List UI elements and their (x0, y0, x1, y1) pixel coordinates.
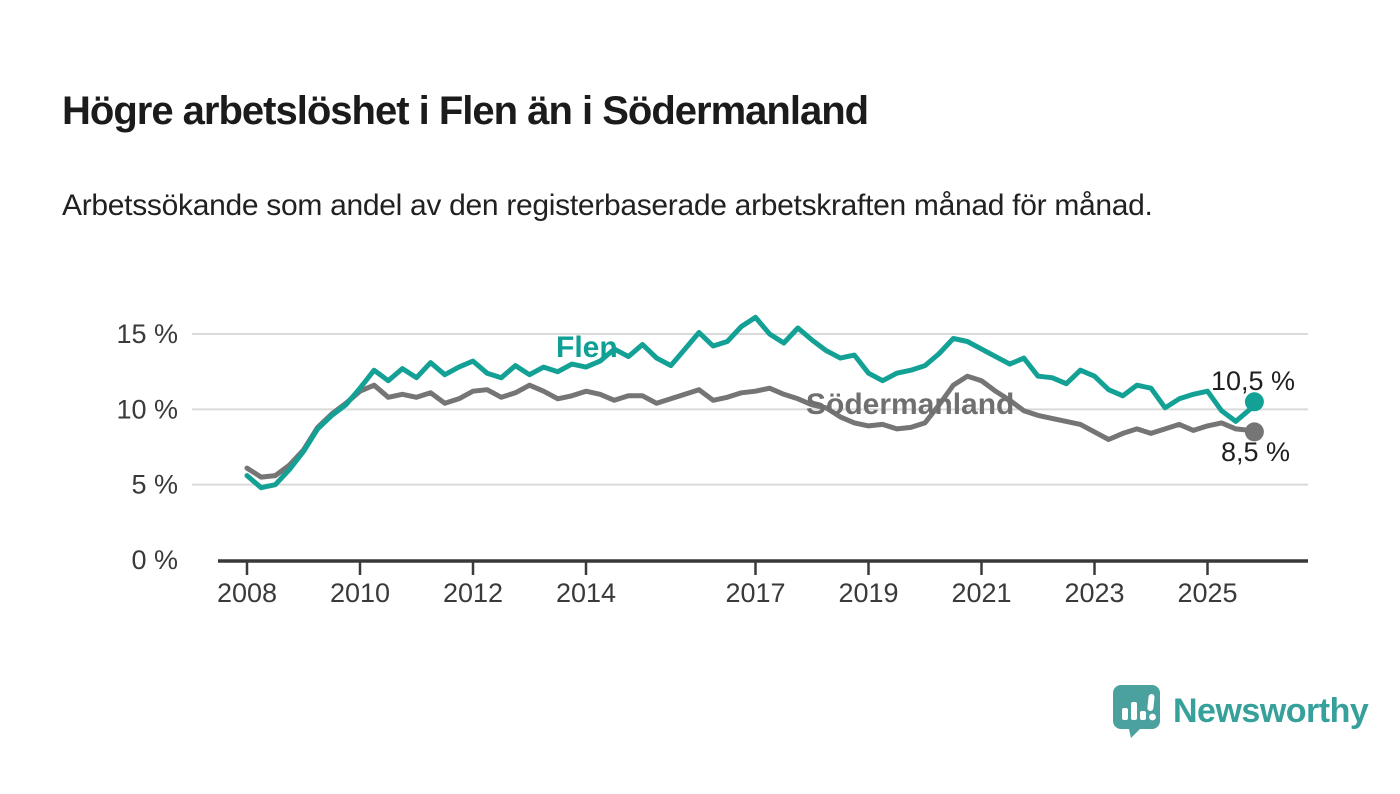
series-line-sodermanland (244, 373, 1257, 480)
series-end-dot-flen (1244, 392, 1264, 412)
svg-text:2025: 2025 (1177, 578, 1237, 608)
y-axis-tick-labels: 0 % 5 % 10 % 15 % (116, 319, 178, 575)
series-line-flen (244, 314, 1257, 491)
svg-text:2008: 2008 (217, 578, 277, 608)
svg-text:2014: 2014 (556, 578, 616, 608)
page-title: Högre arbetslöshet i Flen än i Södermanl… (62, 88, 869, 133)
svg-text:2012: 2012 (443, 578, 503, 608)
series-lines (244, 314, 1257, 491)
gridlines (192, 332, 1308, 486)
page-subtitle: Arbetssökande som andel av den registerb… (62, 189, 1153, 222)
svg-text:2010: 2010 (330, 578, 390, 608)
svg-text:10 %: 10 % (116, 394, 178, 424)
svg-text:0 %: 0 % (131, 545, 178, 575)
svg-text:2017: 2017 (725, 578, 785, 608)
svg-text:15 %: 15 % (116, 319, 178, 349)
line-chart: 0 %5 %10 %15 % 2008 2010 2012 2014 2017 2019 2… (116, 314, 1308, 608)
series-end-dot-sodermanland (1244, 422, 1264, 442)
end-value-sodermanland: 8,5 % (1220, 437, 1290, 467)
series-label-flen: Flen (556, 331, 618, 364)
x-axis-ticks (245, 561, 1209, 575)
svg-text:2019: 2019 (838, 578, 898, 608)
svg-text:5 %: 5 % (131, 470, 178, 500)
newsworthy-logo: Newsworthy (1113, 685, 1369, 738)
svg-text:2023: 2023 (1064, 578, 1124, 608)
x-axis-tick-labels: 2008 2010 2012 2014 2017 2019 2021 2023 2025 (217, 578, 1238, 608)
series-label-sodermanland: Södermanland (806, 388, 1015, 421)
end-value-flen: 10,5 % (1210, 366, 1295, 396)
newsworthy-logo-text: Newsworthy (1173, 692, 1369, 730)
series-end-dots (1244, 392, 1264, 442)
svg-text:2021: 2021 (951, 578, 1011, 608)
newsworthy-logo-icon (1113, 685, 1160, 738)
